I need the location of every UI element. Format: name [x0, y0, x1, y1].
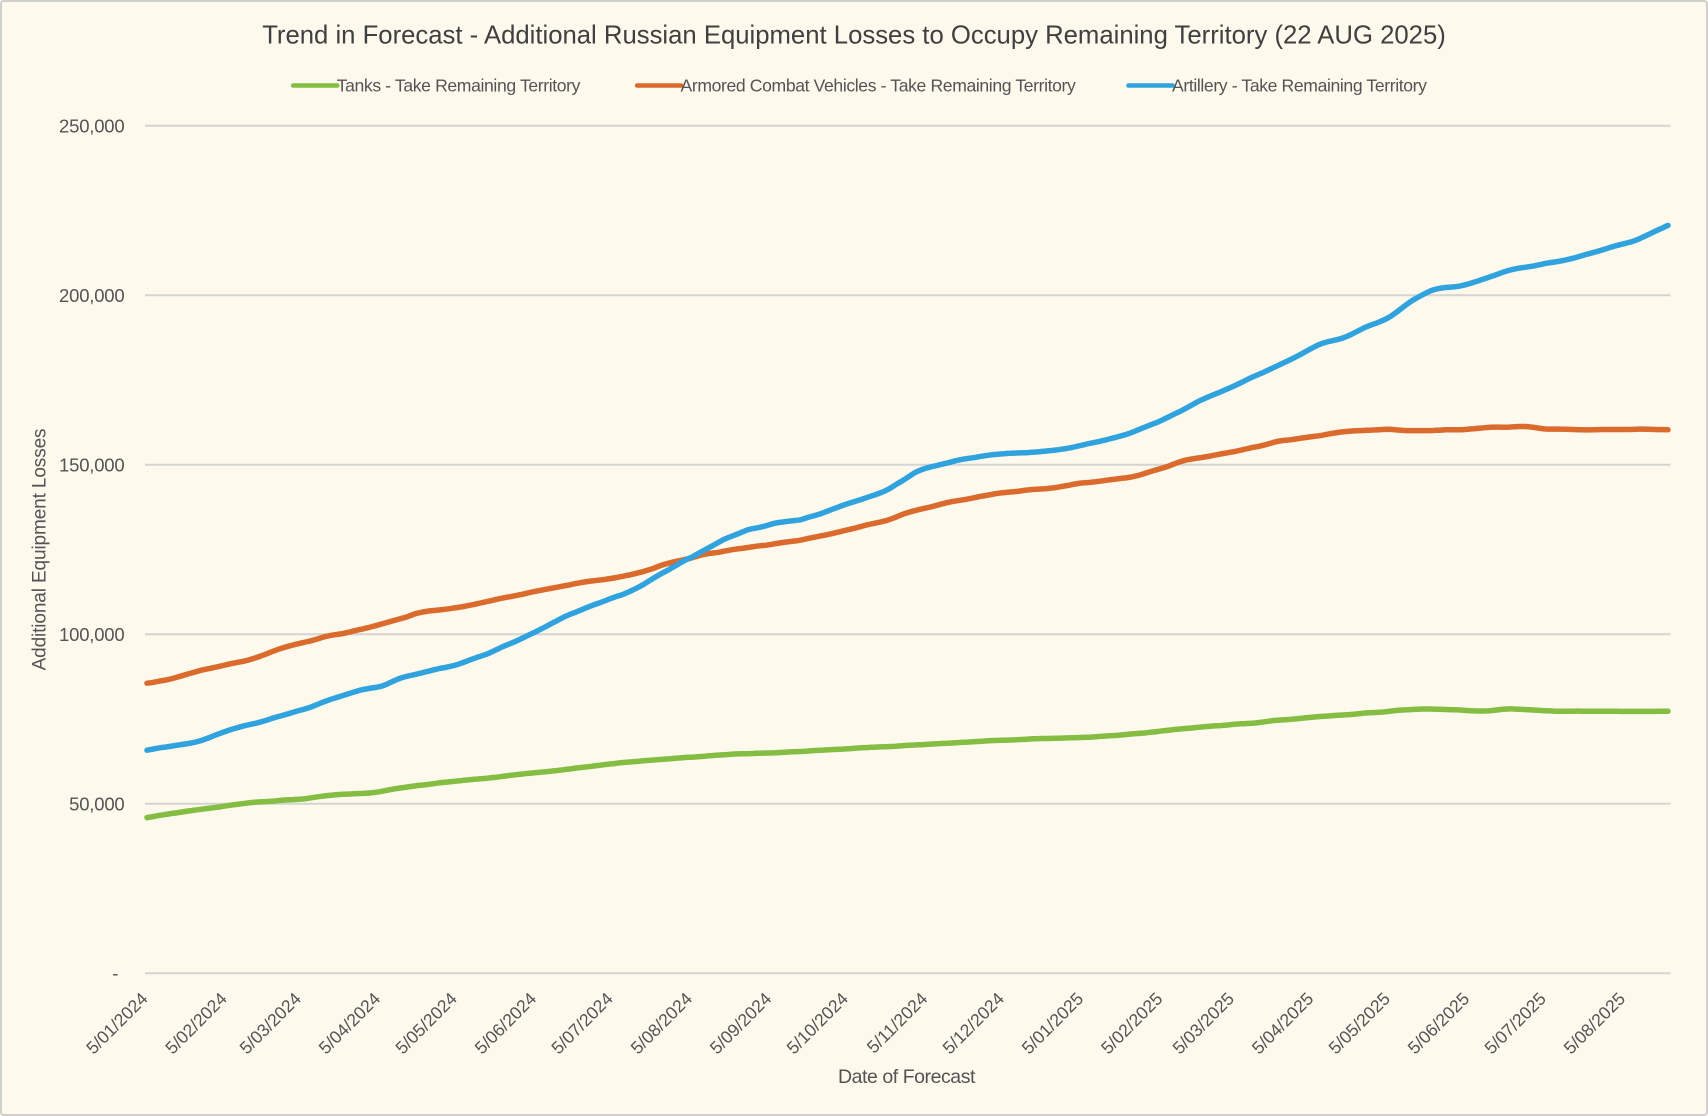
svg-text:Date of Forecast: Date of Forecast	[838, 1066, 976, 1088]
svg-text:100,000: 100,000	[59, 624, 124, 645]
svg-text:-: -	[112, 962, 118, 983]
svg-text:150,000: 150,000	[59, 455, 124, 476]
svg-text:Trend in Forecast - Additional: Trend in Forecast - Additional Russian E…	[262, 22, 1446, 50]
svg-text:Artillery - Take Remaining Ter: Artillery - Take Remaining Territory	[1172, 76, 1427, 96]
svg-text:250,000: 250,000	[59, 116, 124, 137]
svg-text:Armored Combat Vehicles - Take: Armored Combat Vehicles - Take Remaining…	[681, 76, 1077, 96]
svg-text:200,000: 200,000	[59, 285, 124, 306]
svg-text:Additional Equipment Losses: Additional Equipment Losses	[30, 429, 51, 671]
svg-text:50,000: 50,000	[69, 794, 124, 815]
svg-text:Tanks - Take Remaining Territo: Tanks - Take Remaining Territory	[337, 76, 581, 96]
